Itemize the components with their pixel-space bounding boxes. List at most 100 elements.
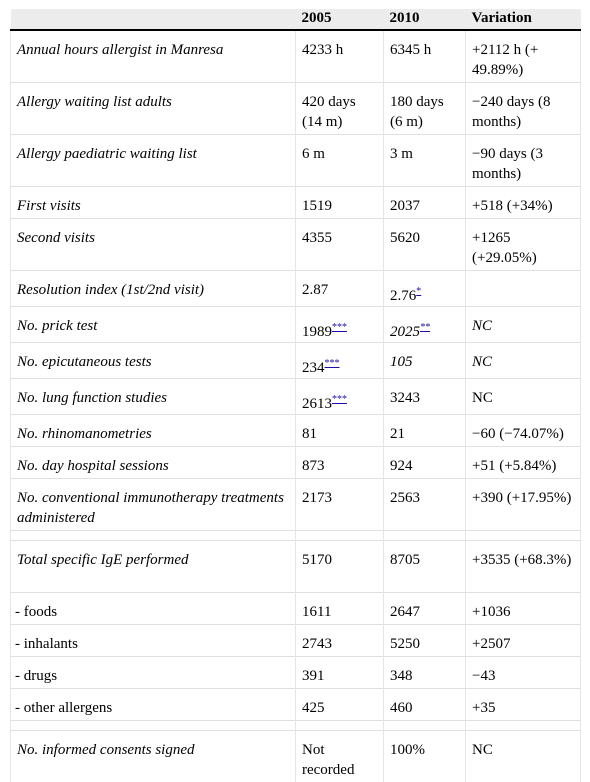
- table-row: No. lung function studies 2613*** 3243 N…: [11, 379, 581, 415]
- row-label: Total specific IgE performed: [11, 541, 296, 593]
- table-row: - drugs 391 348 −43: [11, 657, 581, 689]
- cell-2010: 2563: [384, 479, 466, 531]
- cell-2010: 8705: [384, 541, 466, 593]
- row-label: No. conventional immunotherapy treatment…: [11, 479, 296, 531]
- cell-2005: 234***: [296, 343, 384, 379]
- footnote-link[interactable]: ***: [332, 394, 347, 405]
- row-label: No. informed consents signed: [11, 731, 296, 782]
- cell-variation: +51 (+5.84%): [466, 447, 581, 479]
- table-row: No. informed consents signed Not recorde…: [11, 731, 581, 782]
- cell-2005-value: 1989: [302, 324, 332, 340]
- cell-variation: NC: [466, 307, 581, 343]
- table-row: - foods 1611 2647 +1036: [11, 593, 581, 625]
- row-label: - inhalants: [11, 625, 296, 657]
- row-label: - drugs: [11, 657, 296, 689]
- cell-2005: Not recorded: [296, 731, 384, 782]
- allergy-activity-table: 2005 2010 Variation Annual hours allergi…: [10, 9, 581, 782]
- cell-2010: 3243: [384, 379, 466, 415]
- cell-2010: 2037: [384, 187, 466, 219]
- spacer-row: [11, 531, 581, 541]
- cell-variation: +2507: [466, 625, 581, 657]
- cell-2010: 180 days (6 m): [384, 83, 466, 135]
- table-row: Allergy waiting list adults 420 days (14…: [11, 83, 581, 135]
- cell-2010-value: 2025: [390, 324, 420, 340]
- cell-variation: [466, 271, 581, 307]
- cell-2005: 1611: [296, 593, 384, 625]
- row-label: Allergy paediatric waiting list: [11, 135, 296, 187]
- cell-variation: −43: [466, 657, 581, 689]
- footnote-link[interactable]: *: [416, 286, 421, 297]
- cell-2005: 2613***: [296, 379, 384, 415]
- cell-2010: 100%: [384, 731, 466, 782]
- table-row: First visits 1519 2037 +518 (+34%): [11, 187, 581, 219]
- spacer-row: [11, 721, 581, 731]
- cell-2005: 1989***: [296, 307, 384, 343]
- footnote-link[interactable]: **: [420, 322, 430, 333]
- cell-variation: +1265 (+29.05%): [466, 219, 581, 271]
- cell-2010: 460: [384, 689, 466, 721]
- cell-2005: 4355: [296, 219, 384, 271]
- cell-variation: +518 (+34%): [466, 187, 581, 219]
- cell-2005: 2173: [296, 479, 384, 531]
- cell-2005-value: 2613: [302, 396, 332, 412]
- cell-2005: 5170: [296, 541, 384, 593]
- cell-2010-value: 2.76: [390, 288, 416, 304]
- table-row: Annual hours allergist in Manresa 4233 h…: [11, 30, 581, 83]
- table-row: Second visits 4355 5620 +1265 (+29.05%): [11, 219, 581, 271]
- cell-2005: 4233 h: [296, 30, 384, 83]
- cell-2010: 3 m: [384, 135, 466, 187]
- cell-2005: 81: [296, 415, 384, 447]
- cell-2010: 2025**: [384, 307, 466, 343]
- table-row: No. day hospital sessions 873 924 +51 (+…: [11, 447, 581, 479]
- cell-variation: NC: [466, 379, 581, 415]
- table-row: - inhalants 2743 5250 +2507: [11, 625, 581, 657]
- table-row: Allergy paediatric waiting list 6 m 3 m …: [11, 135, 581, 187]
- cell-2005: 420 days (14 m): [296, 83, 384, 135]
- row-label: - foods: [11, 593, 296, 625]
- cell-2010: 2647: [384, 593, 466, 625]
- cell-2005: 425: [296, 689, 384, 721]
- cell-variation: +390 (+17.95%): [466, 479, 581, 531]
- row-label: No. lung function studies: [11, 379, 296, 415]
- row-label: First visits: [11, 187, 296, 219]
- cell-2005: 1519: [296, 187, 384, 219]
- table-row: - other allergens 425 460 +35: [11, 689, 581, 721]
- cell-2010: 6345 h: [384, 30, 466, 83]
- cell-variation: −90 days (3 months): [466, 135, 581, 187]
- row-label: Resolution index (1st/2nd visit): [11, 271, 296, 307]
- table-row: Resolution index (1st/2nd visit) 2.87 2.…: [11, 271, 581, 307]
- row-label: No. prick test: [11, 307, 296, 343]
- row-label: - other allergens: [11, 689, 296, 721]
- cell-2010: 2.76*: [384, 271, 466, 307]
- row-label: No. epicutaneous tests: [11, 343, 296, 379]
- row-label: Annual hours allergist in Manresa: [11, 30, 296, 83]
- header-variation: Variation: [466, 9, 581, 30]
- cell-variation: +35: [466, 689, 581, 721]
- row-label: No. rhinomanometries: [11, 415, 296, 447]
- header-row: 2005 2010 Variation: [11, 9, 581, 30]
- table-row: No. prick test 1989*** 2025** NC: [11, 307, 581, 343]
- row-label: Allergy waiting list adults: [11, 83, 296, 135]
- header-label: [11, 9, 296, 30]
- footnote-link[interactable]: ***: [332, 322, 347, 333]
- footnote-link[interactable]: ***: [325, 358, 340, 369]
- row-label: No. day hospital sessions: [11, 447, 296, 479]
- header-2005: 2005: [296, 9, 384, 30]
- cell-2010: 21: [384, 415, 466, 447]
- cell-2010: 5250: [384, 625, 466, 657]
- cell-variation: −60 (−74.07%): [466, 415, 581, 447]
- cell-variation: +1036: [466, 593, 581, 625]
- cell-2005: 6 m: [296, 135, 384, 187]
- table-row: Total specific IgE performed 5170 8705 +…: [11, 541, 581, 593]
- cell-2010: 924: [384, 447, 466, 479]
- cell-variation: +3535 (+68.3%): [466, 541, 581, 593]
- cell-2005: 391: [296, 657, 384, 689]
- cell-2005: 2.87: [296, 271, 384, 307]
- table-row: No. conventional immunotherapy treatment…: [11, 479, 581, 531]
- cell-variation: +2112 h (+ 49.89%): [466, 30, 581, 83]
- header-2010: 2010: [384, 9, 466, 30]
- cell-2010: 5620: [384, 219, 466, 271]
- cell-2005: 2743: [296, 625, 384, 657]
- cell-2005-value: 234: [302, 360, 325, 376]
- row-label: Second visits: [11, 219, 296, 271]
